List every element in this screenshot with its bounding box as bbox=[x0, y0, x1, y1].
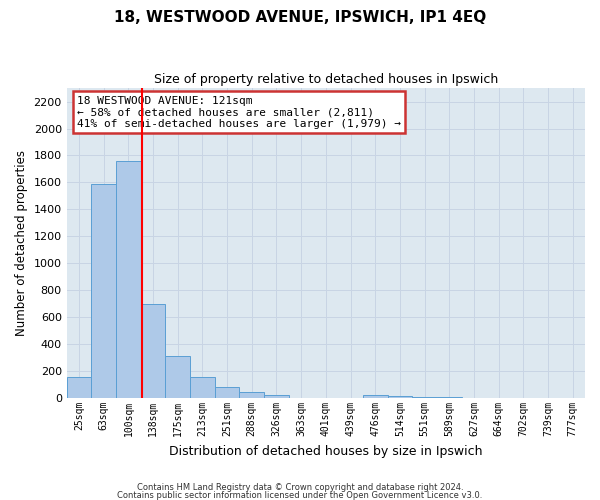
Title: Size of property relative to detached houses in Ipswich: Size of property relative to detached ho… bbox=[154, 72, 498, 86]
Bar bbox=[363, 396, 388, 398]
Bar bbox=[264, 395, 289, 398]
Bar bbox=[437, 397, 461, 398]
Text: 18 WESTWOOD AVENUE: 121sqm
← 58% of detached houses are smaller (2,811)
41% of s: 18 WESTWOOD AVENUE: 121sqm ← 58% of deta… bbox=[77, 96, 401, 129]
Bar bbox=[412, 397, 437, 398]
Text: 18, WESTWOOD AVENUE, IPSWICH, IP1 4EQ: 18, WESTWOOD AVENUE, IPSWICH, IP1 4EQ bbox=[114, 10, 486, 25]
Text: Contains public sector information licensed under the Open Government Licence v3: Contains public sector information licen… bbox=[118, 490, 482, 500]
Bar bbox=[141, 304, 166, 398]
Bar bbox=[67, 376, 91, 398]
Bar bbox=[190, 377, 215, 398]
Bar bbox=[116, 161, 141, 398]
Bar bbox=[166, 356, 190, 398]
Y-axis label: Number of detached properties: Number of detached properties bbox=[15, 150, 28, 336]
Bar bbox=[215, 388, 239, 398]
Text: Contains HM Land Registry data © Crown copyright and database right 2024.: Contains HM Land Registry data © Crown c… bbox=[137, 484, 463, 492]
Bar bbox=[239, 392, 264, 398]
X-axis label: Distribution of detached houses by size in Ipswich: Distribution of detached houses by size … bbox=[169, 444, 482, 458]
Bar bbox=[91, 184, 116, 398]
Bar bbox=[388, 396, 412, 398]
